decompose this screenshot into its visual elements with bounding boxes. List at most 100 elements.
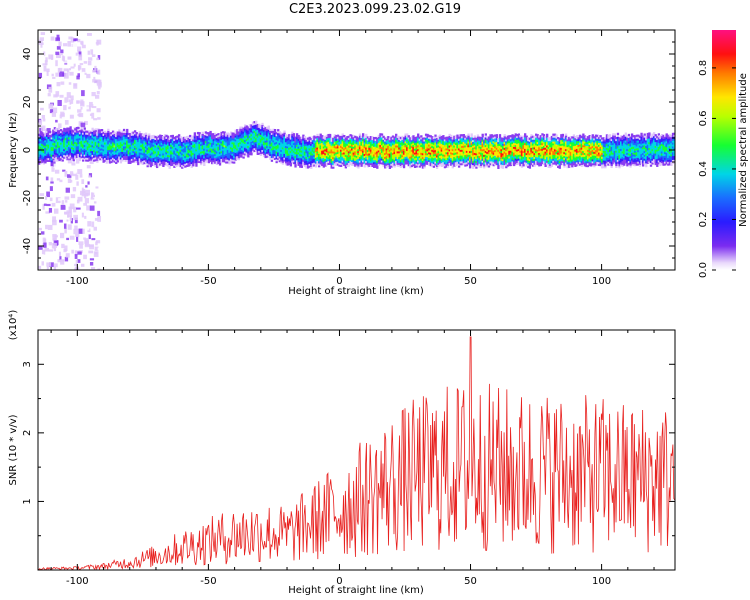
heatmap-cell	[190, 154, 193, 157]
heatmap-cell	[440, 141, 443, 144]
heatmap-cell	[404, 158, 407, 161]
heatmap-cell	[52, 133, 55, 136]
heatmap-cell	[275, 134, 278, 137]
heatmap-cell	[55, 141, 58, 144]
heatmap-cell	[56, 149, 60, 152]
heatmap-cell	[387, 137, 390, 141]
heatmap-cell	[159, 157, 162, 160]
heatmap-cell	[409, 154, 412, 157]
heatmap-cell	[464, 139, 467, 142]
heatmap-cell	[262, 146, 266, 150]
heatmap-cell	[181, 155, 184, 158]
heatmap-cell	[401, 143, 404, 146]
heatmap-cell	[222, 144, 225, 147]
heatmap-cell	[478, 155, 481, 159]
heatmap-cell	[382, 135, 385, 138]
heatmap-cell	[65, 202, 70, 206]
heatmap-cell	[171, 146, 174, 149]
heatmap-cell	[258, 139, 261, 142]
heatmap-cell	[85, 155, 88, 158]
heatmap-cell	[143, 156, 146, 159]
heatmap-cell	[478, 165, 481, 168]
heatmap-cell	[234, 129, 237, 132]
heatmap-cell	[262, 154, 266, 157]
heatmap-cell	[417, 152, 420, 155]
heatmap-cell	[166, 139, 170, 142]
heatmap-cell	[74, 137, 77, 141]
heatmap-cell	[262, 127, 266, 130]
heatmap-cell	[360, 147, 363, 150]
heatmap-cell	[283, 140, 286, 143]
heatmap-cell	[184, 140, 187, 143]
heatmap-cell	[435, 149, 439, 152]
heatmap-cell	[341, 154, 344, 157]
heatmap-cell	[237, 138, 241, 142]
heatmap-cell	[115, 134, 118, 138]
heatmap-cell	[333, 147, 336, 150]
heatmap-cell	[104, 153, 107, 157]
heatmap-cell	[74, 134, 77, 137]
heatmap-cell	[108, 132, 112, 135]
heatmap-cell	[440, 149, 443, 152]
heatmap-cell	[262, 143, 266, 146]
heatmap-cell	[93, 155, 96, 158]
heatmap-cell	[478, 140, 481, 143]
heatmap-cell	[382, 162, 385, 165]
heatmap-cell	[486, 157, 489, 160]
heatmap-cell	[83, 146, 86, 149]
heatmap-cell	[278, 135, 281, 138]
heatmap-cell	[435, 153, 439, 156]
heatmap-cell	[113, 135, 116, 138]
heatmap-cell	[264, 146, 267, 149]
heatmap-cell	[456, 153, 459, 156]
heatmap-cell	[111, 155, 115, 158]
heatmap-cell	[138, 154, 141, 157]
heatmap-cell	[201, 152, 204, 156]
heatmap-cell	[410, 163, 414, 166]
heatmap-cell	[229, 133, 233, 136]
heatmap-cell	[347, 151, 351, 154]
heatmap-cell	[218, 134, 222, 137]
heatmap-cell	[48, 242, 52, 246]
heatmap-cell	[100, 140, 104, 143]
heatmap-cell	[299, 152, 302, 155]
heatmap-cell	[89, 113, 93, 116]
heatmap-cell	[51, 166, 55, 172]
heatmap-cell	[369, 143, 373, 146]
heatmap-cell	[206, 143, 209, 146]
heatmap-cell	[212, 161, 215, 165]
heatmap-cell	[203, 136, 206, 140]
heatmap-cell	[450, 136, 453, 139]
heatmap-cell	[273, 130, 277, 134]
heatmap-cell	[250, 153, 253, 156]
heatmap-cell	[83, 137, 86, 140]
heatmap-cell	[89, 156, 93, 159]
heatmap-cell	[85, 149, 88, 152]
heatmap-cell	[209, 134, 212, 137]
heatmap-cell	[325, 150, 329, 153]
heatmap-cell	[374, 150, 377, 153]
heatmap-cell	[333, 141, 336, 145]
heatmap-cell	[281, 133, 285, 136]
heatmap-cell	[188, 154, 192, 157]
heatmap-cell	[410, 139, 414, 143]
heatmap-cell	[77, 145, 80, 149]
heatmap-cell	[155, 137, 159, 140]
heatmap-cell	[88, 149, 91, 152]
heatmap-cell	[218, 159, 222, 162]
heatmap-cell	[108, 147, 112, 151]
heatmap-cell	[89, 101, 93, 105]
heatmap-cell	[149, 145, 152, 149]
heatmap-cell	[379, 137, 382, 140]
heatmap-cell	[162, 153, 165, 156]
heatmap-cell	[336, 134, 340, 137]
heatmap-cell	[360, 155, 363, 158]
heatmap-cell	[379, 133, 382, 136]
heatmap-cell	[160, 144, 163, 147]
heatmap-cell	[306, 150, 310, 154]
heatmap-cell	[162, 147, 165, 150]
heatmap-cell	[135, 158, 138, 162]
heatmap-cell	[475, 156, 478, 160]
heatmap-cell	[454, 146, 458, 149]
heatmap-cell	[311, 162, 314, 166]
